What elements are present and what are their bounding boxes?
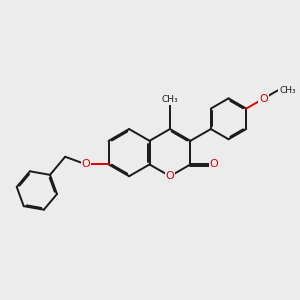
Text: O: O bbox=[210, 159, 218, 170]
Text: O: O bbox=[259, 94, 268, 103]
Text: O: O bbox=[82, 159, 91, 170]
Text: O: O bbox=[166, 171, 174, 181]
Text: CH₃: CH₃ bbox=[162, 95, 178, 104]
Text: CH₃: CH₃ bbox=[279, 86, 296, 95]
